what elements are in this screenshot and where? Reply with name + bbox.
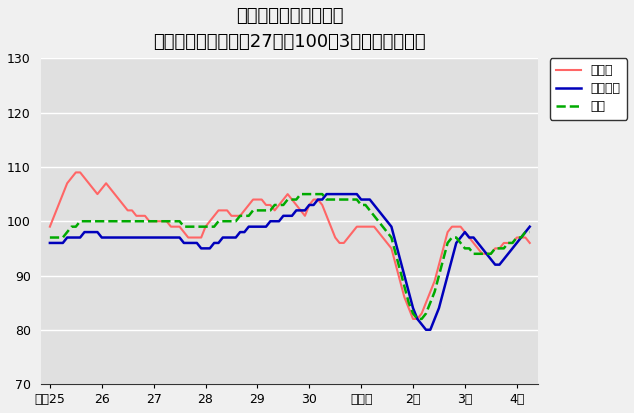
鳥取県 xyxy=(72,170,80,175)
中国地方 xyxy=(427,327,434,332)
全国 xyxy=(526,230,534,235)
鳥取県 xyxy=(427,289,434,294)
鳥取県 xyxy=(375,230,382,235)
中国地方 xyxy=(517,235,525,240)
全国 xyxy=(427,300,434,305)
鳥取県 xyxy=(409,316,417,321)
全国 xyxy=(375,219,382,224)
全国 xyxy=(215,219,223,224)
全国 xyxy=(46,235,54,240)
Title: 鉱工業生産指数の推移
（季節調整済、平成27年＝100、3ヶ月移動平均）: 鉱工業生産指数の推移 （季節調整済、平成27年＝100、3ヶ月移動平均） xyxy=(153,7,426,51)
Line: 中国地方: 中国地方 xyxy=(50,194,530,330)
鳥取県 xyxy=(396,278,404,283)
Legend: 鳥取県, 中国地方, 全国: 鳥取県, 中国地方, 全国 xyxy=(550,58,627,120)
全国 xyxy=(517,235,525,240)
中国地方 xyxy=(215,240,223,245)
全国 xyxy=(318,192,326,197)
中国地方 xyxy=(46,240,54,245)
中国地方 xyxy=(314,197,321,202)
全国 xyxy=(297,192,304,197)
中国地方 xyxy=(375,208,382,213)
鳥取県 xyxy=(526,240,534,245)
鳥取県 xyxy=(517,235,525,240)
鳥取県 xyxy=(318,202,326,207)
全国 xyxy=(413,316,421,321)
Line: 全国: 全国 xyxy=(50,194,530,319)
鳥取県 xyxy=(219,208,226,213)
Line: 鳥取県: 鳥取県 xyxy=(50,172,530,319)
中国地方 xyxy=(422,327,430,332)
中国地方 xyxy=(526,224,534,229)
鳥取県 xyxy=(46,224,54,229)
全国 xyxy=(396,268,404,273)
中国地方 xyxy=(396,257,404,262)
中国地方 xyxy=(323,192,330,197)
